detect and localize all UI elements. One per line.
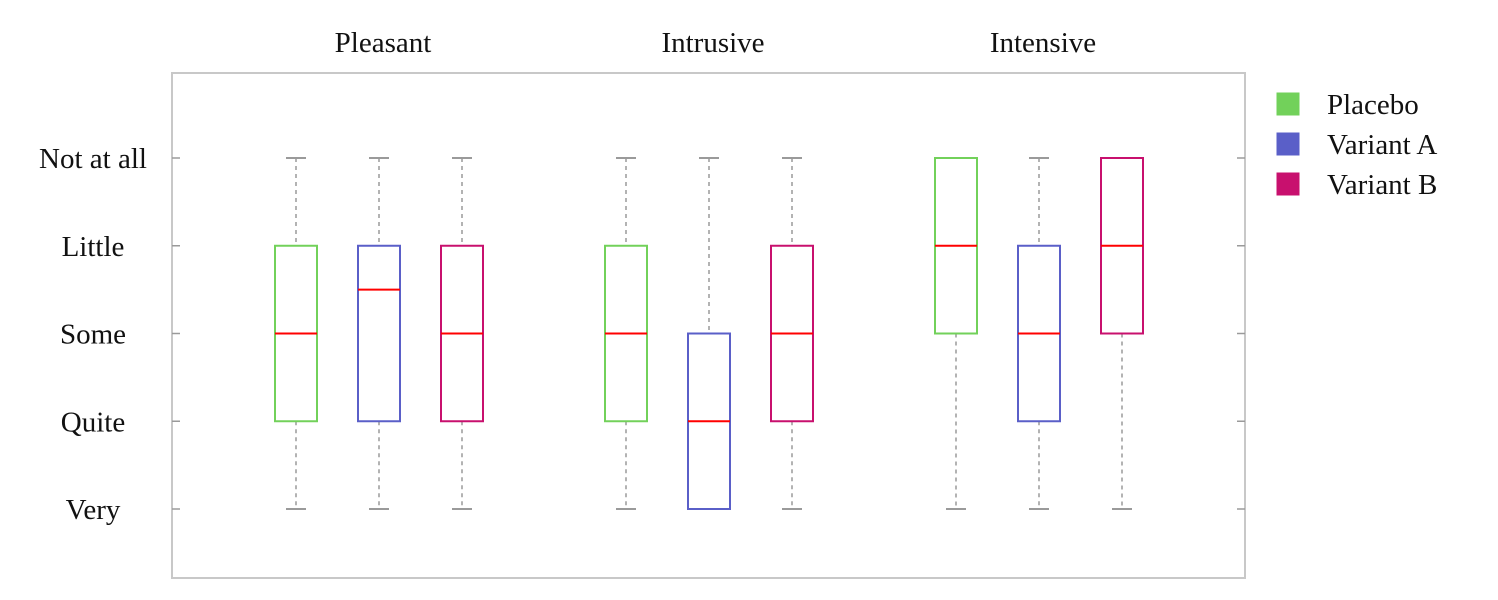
legend-label-variant-b: Variant B — [1327, 169, 1437, 201]
box-pleasant-variant-b — [440, 157, 484, 510]
y-tick-label: Some — [60, 319, 126, 351]
box-rect — [357, 244, 401, 423]
group-title-intensive: Intensive — [990, 27, 1096, 59]
group-title-pleasant: Pleasant — [335, 27, 432, 59]
box-intrusive-variant-a — [687, 157, 731, 510]
legend-swatch-variant-a — [1276, 132, 1300, 156]
legend-swatch-placebo — [1276, 92, 1300, 116]
y-tick-label: Not at all — [39, 143, 147, 175]
box-intrusive-placebo — [604, 157, 648, 510]
box-intensive-placebo — [934, 157, 978, 510]
y-tick-label: Quite — [61, 406, 125, 438]
box-intensive-variant-a — [1017, 157, 1061, 510]
legend-label-variant-a: Variant A — [1327, 129, 1437, 161]
box-pleasant-variant-a — [357, 157, 401, 510]
group-title-intrusive: Intrusive — [661, 27, 764, 59]
box-pleasant-placebo — [274, 157, 318, 510]
y-tick-label: Little — [62, 231, 125, 263]
y-tick-label: Very — [66, 494, 121, 526]
box-intensive-variant-b — [1100, 157, 1144, 510]
legend-label-placebo: Placebo — [1327, 89, 1419, 121]
box-intrusive-variant-b — [770, 157, 814, 510]
legend-swatch-variant-b — [1276, 172, 1300, 196]
plot-frame — [171, 72, 1246, 579]
